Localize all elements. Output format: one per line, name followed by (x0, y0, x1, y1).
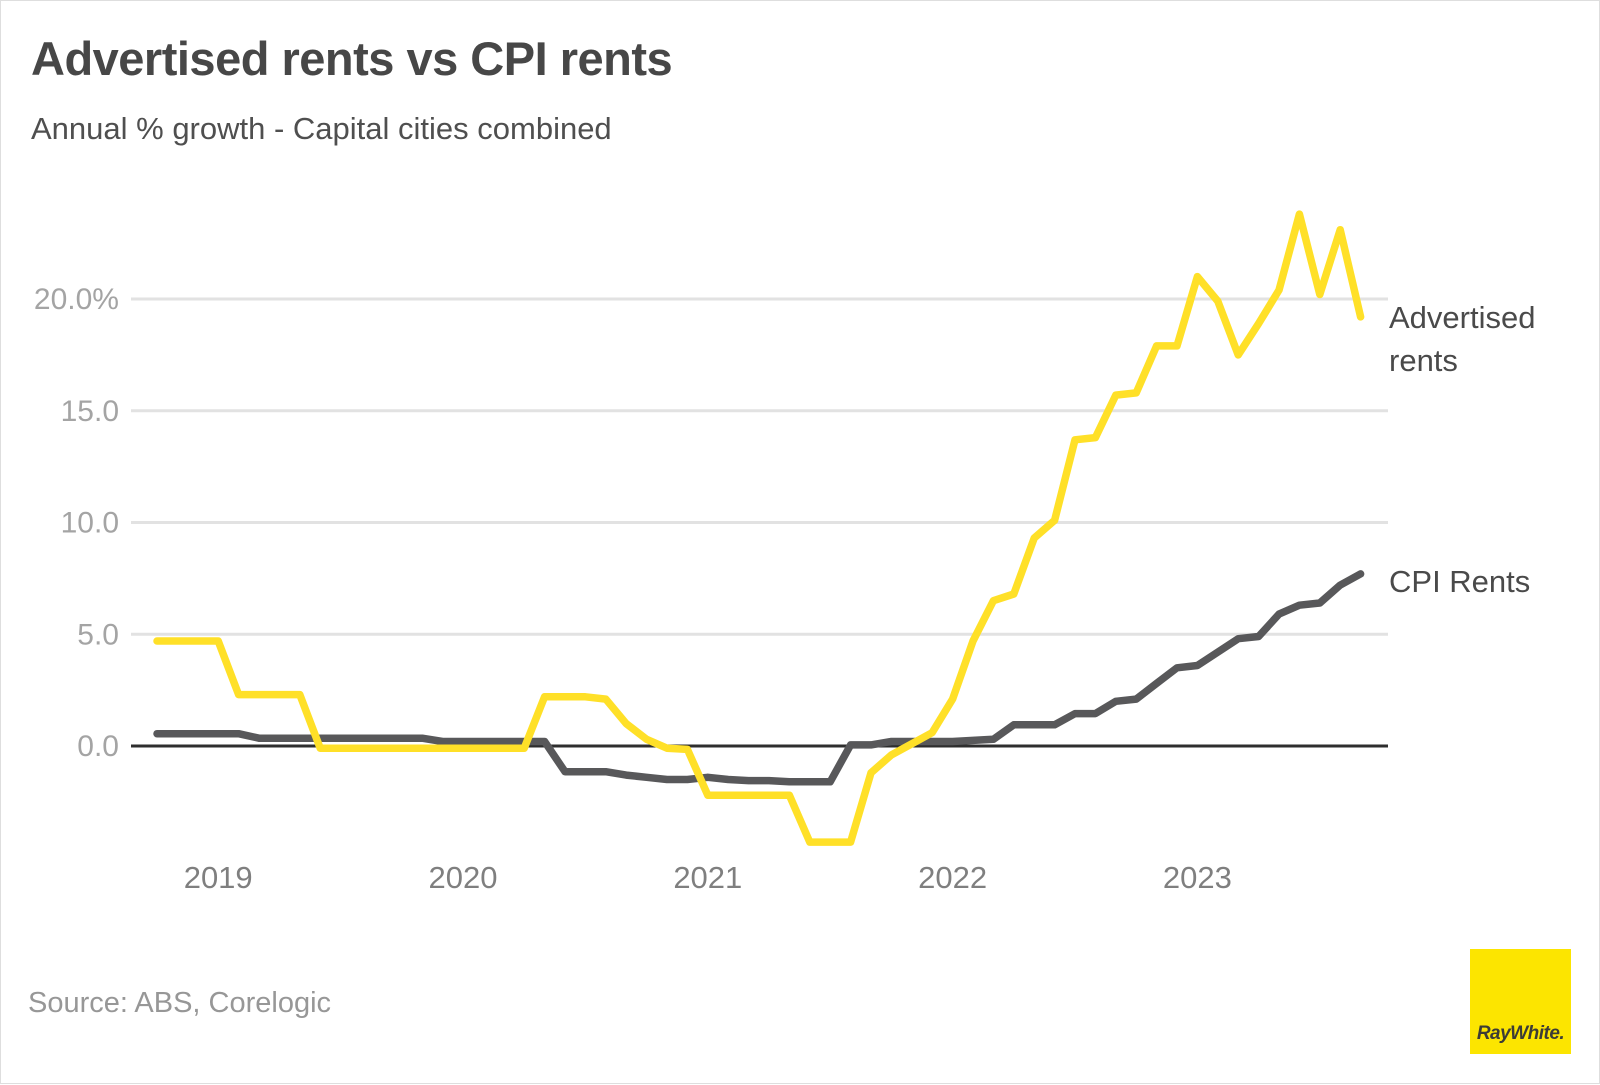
advertised-rents-line (153, 210, 1365, 846)
y-tick-label-0: 0.0 (77, 730, 119, 763)
raywhite-logo-text: RayWhite. (1476, 1023, 1565, 1044)
advertised-rents-series-label: Advertised rents (1389, 300, 1536, 378)
x-tick-label-2021: 2021 (673, 860, 742, 895)
x-tick-label-2022: 2022 (918, 860, 987, 895)
page-subtitle: Annual % growth - Capital cities combine… (31, 111, 612, 146)
x-tick-label-2020: 2020 (429, 860, 498, 895)
cpi-rents-line (153, 570, 1365, 786)
x-tick-label-2019: 2019 (184, 860, 253, 895)
cpi-rents-series-label: CPI Rents (1389, 564, 1531, 599)
y-tick-label-15: 15.0 (61, 395, 119, 428)
raywhite-logo: RayWhite. (1470, 949, 1571, 1054)
y-tick-label-5: 5.0 (77, 618, 119, 651)
y-tick-label-10: 10.0 (61, 507, 119, 540)
y-tick-label-20: 20.0% (34, 283, 119, 316)
x-tick-label-2023: 2023 (1163, 860, 1232, 895)
page-title: Advertised rents vs CPI rents (31, 32, 673, 85)
source-note: Source: ABS, Corelogic (28, 987, 332, 1019)
